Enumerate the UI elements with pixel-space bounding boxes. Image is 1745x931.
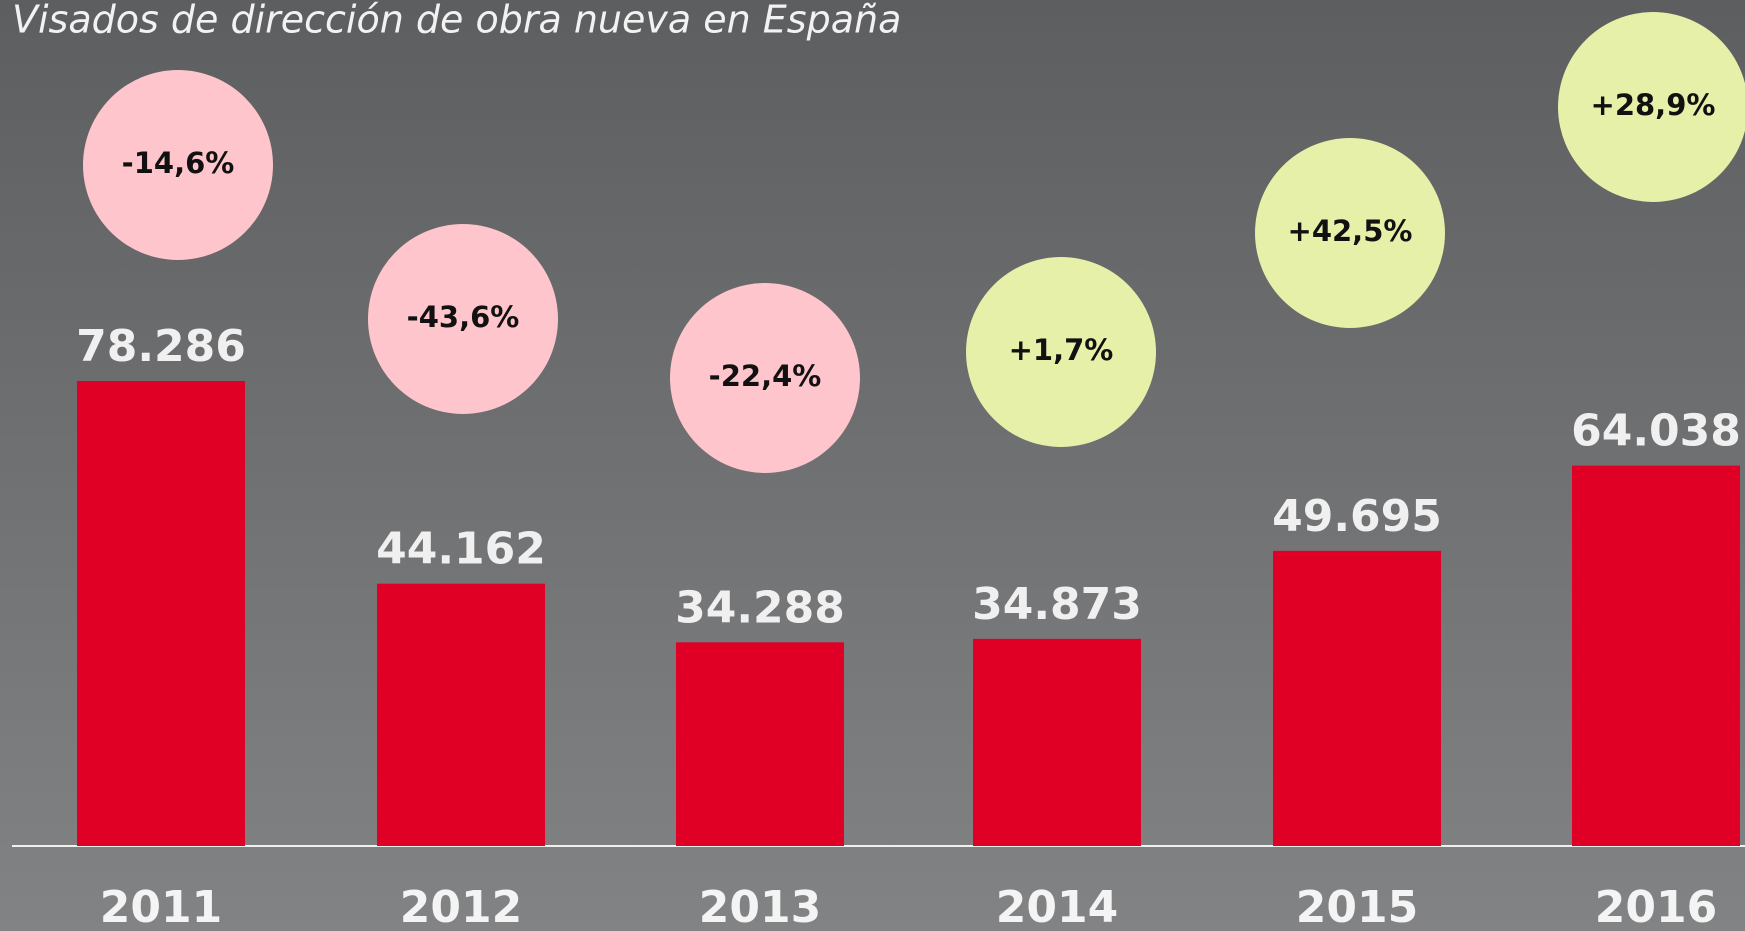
value-label: 49.695 (1272, 491, 1442, 542)
value-label: 34.288 (675, 582, 845, 633)
x-tick-label: 2012 (400, 882, 522, 931)
change-bubble (1255, 138, 1445, 328)
change-label: -22,4% (709, 359, 822, 393)
change-label: -14,6% (122, 146, 235, 180)
bar (1273, 550, 1441, 846)
x-tick-label: 2016 (1595, 882, 1717, 931)
x-tick-label: 2015 (1296, 882, 1418, 931)
change-bubble (83, 70, 273, 260)
change-bubble (670, 283, 860, 473)
change-bubble (966, 257, 1156, 447)
x-tick-label: 2014 (996, 882, 1118, 931)
bar (377, 583, 545, 846)
value-label: 78.286 (76, 321, 246, 372)
bar (1572, 465, 1740, 846)
change-label: +42,5% (1288, 214, 1413, 248)
bar (676, 642, 844, 846)
change-bubble (1558, 12, 1745, 202)
x-tick-label: 2013 (699, 882, 821, 931)
bar (973, 638, 1141, 846)
value-label: 44.162 (376, 524, 546, 575)
change-label: -43,6% (407, 300, 520, 334)
value-label: 34.873 (972, 579, 1142, 630)
value-label: 64.038 (1571, 406, 1741, 457)
change-label: +28,9% (1591, 88, 1716, 122)
x-tick-label: 2011 (100, 882, 222, 931)
chart-title: Visados de dirección de obra nueva en Es… (12, 0, 901, 42)
bar (77, 381, 245, 846)
change-bubble (368, 224, 558, 414)
change-label: +1,7% (1009, 333, 1114, 367)
